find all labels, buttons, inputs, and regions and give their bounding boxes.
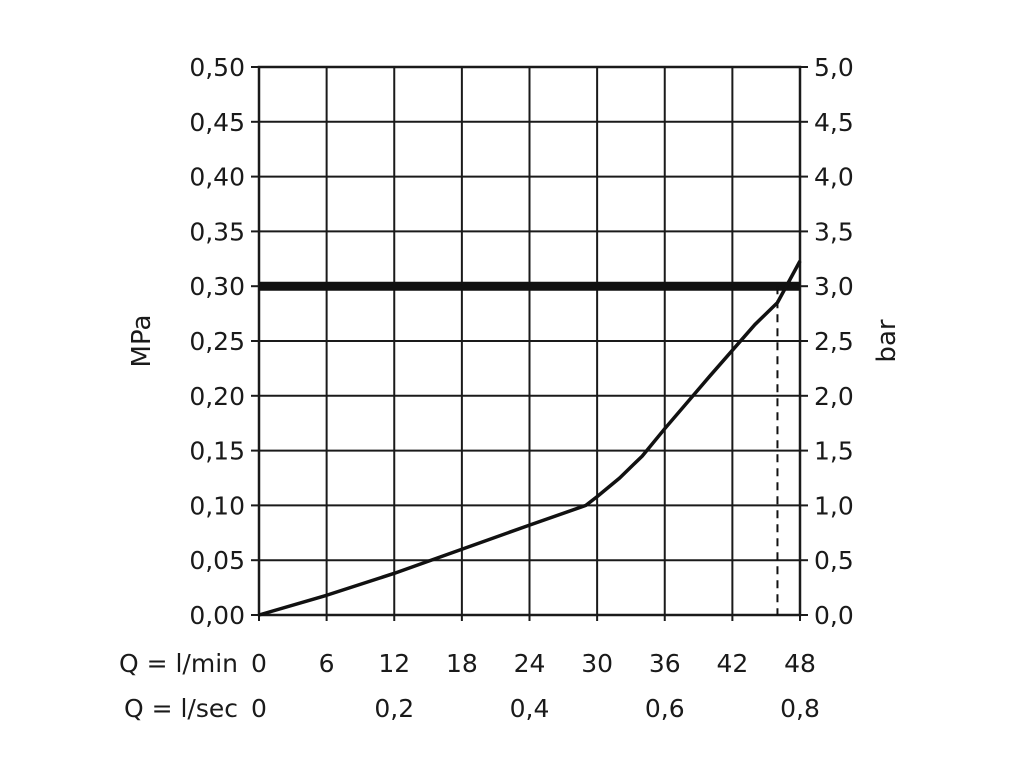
y-right-tick-label: 4,5 [814, 108, 854, 137]
y-right-tick-label: 5,0 [814, 53, 854, 82]
y-right-axis-title: bar [872, 319, 902, 362]
x-tick-label-lpm: 18 [446, 649, 478, 678]
y-left-tick-label: 0,25 [189, 327, 245, 356]
x-tick-label-lpm: 6 [319, 649, 335, 678]
x-tick-label-lps: 0,2 [374, 694, 414, 723]
y-left-tick-label: 0,40 [189, 163, 245, 192]
y-left-tick-label: 0,10 [189, 491, 245, 520]
y-left-tick-label: 0,15 [189, 437, 245, 466]
y-left-tick-label: 0,00 [189, 601, 245, 630]
y-left-tick-label: 0,35 [189, 217, 245, 246]
y-right-tick-label: 0,5 [814, 546, 854, 575]
x-tick-label-lpm: 42 [716, 649, 748, 678]
x-tick-label-lps: 0,6 [645, 694, 685, 723]
x-axis-title-lps: Q = l/sec [124, 694, 238, 723]
x-tick-label-lps: 0,4 [510, 694, 550, 723]
y-left-tick-label: 0,20 [189, 382, 245, 411]
x-tick-label-lpm: 48 [784, 649, 816, 678]
x-tick-label-lps: 0 [251, 694, 267, 723]
x-tick-label-lpm: 30 [581, 649, 613, 678]
y-right-tick-label: 2,5 [814, 327, 854, 356]
y-right-tick-label: 3,5 [814, 217, 854, 246]
x-tick-label-lpm: 36 [649, 649, 681, 678]
y-right-tick-label: 4,0 [814, 163, 854, 192]
reference-layer [259, 281, 800, 615]
plot-frame [257, 65, 802, 617]
x-tick-label-lps: 0,8 [780, 694, 820, 723]
x-tick-label-lpm: 12 [378, 649, 410, 678]
x-tick-label-lpm: 0 [251, 649, 267, 678]
y-right-tick-label: 1,5 [814, 437, 854, 466]
pressure-flow-curve [258, 260, 802, 617]
y-right-tick-label: 3,0 [814, 272, 854, 301]
x-axis-title-lpm: Q = l/min [119, 649, 238, 678]
y-left-tick-label: 0,50 [189, 53, 245, 82]
tick-labels: 0 6 12 18 24 30 36 42 48 0 0,2 0,4 0,6 0,8 0,00 0,0 0,05… [189, 53, 853, 723]
y-left-tick-label: 0,30 [189, 272, 245, 301]
y-right-tick-label: 2,0 [814, 382, 854, 411]
y-right-tick-label: 1,0 [814, 491, 854, 520]
x-tick-label-lpm: 24 [514, 649, 546, 678]
y-left-axis-title: MPa [127, 315, 157, 368]
y-right-tick-label: 0,0 [814, 601, 854, 630]
y-left-tick-label: 0,45 [189, 108, 245, 137]
y-left-tick-label: 0,05 [189, 546, 245, 575]
series-layer [258, 260, 802, 617]
grid [251, 66, 808, 621]
